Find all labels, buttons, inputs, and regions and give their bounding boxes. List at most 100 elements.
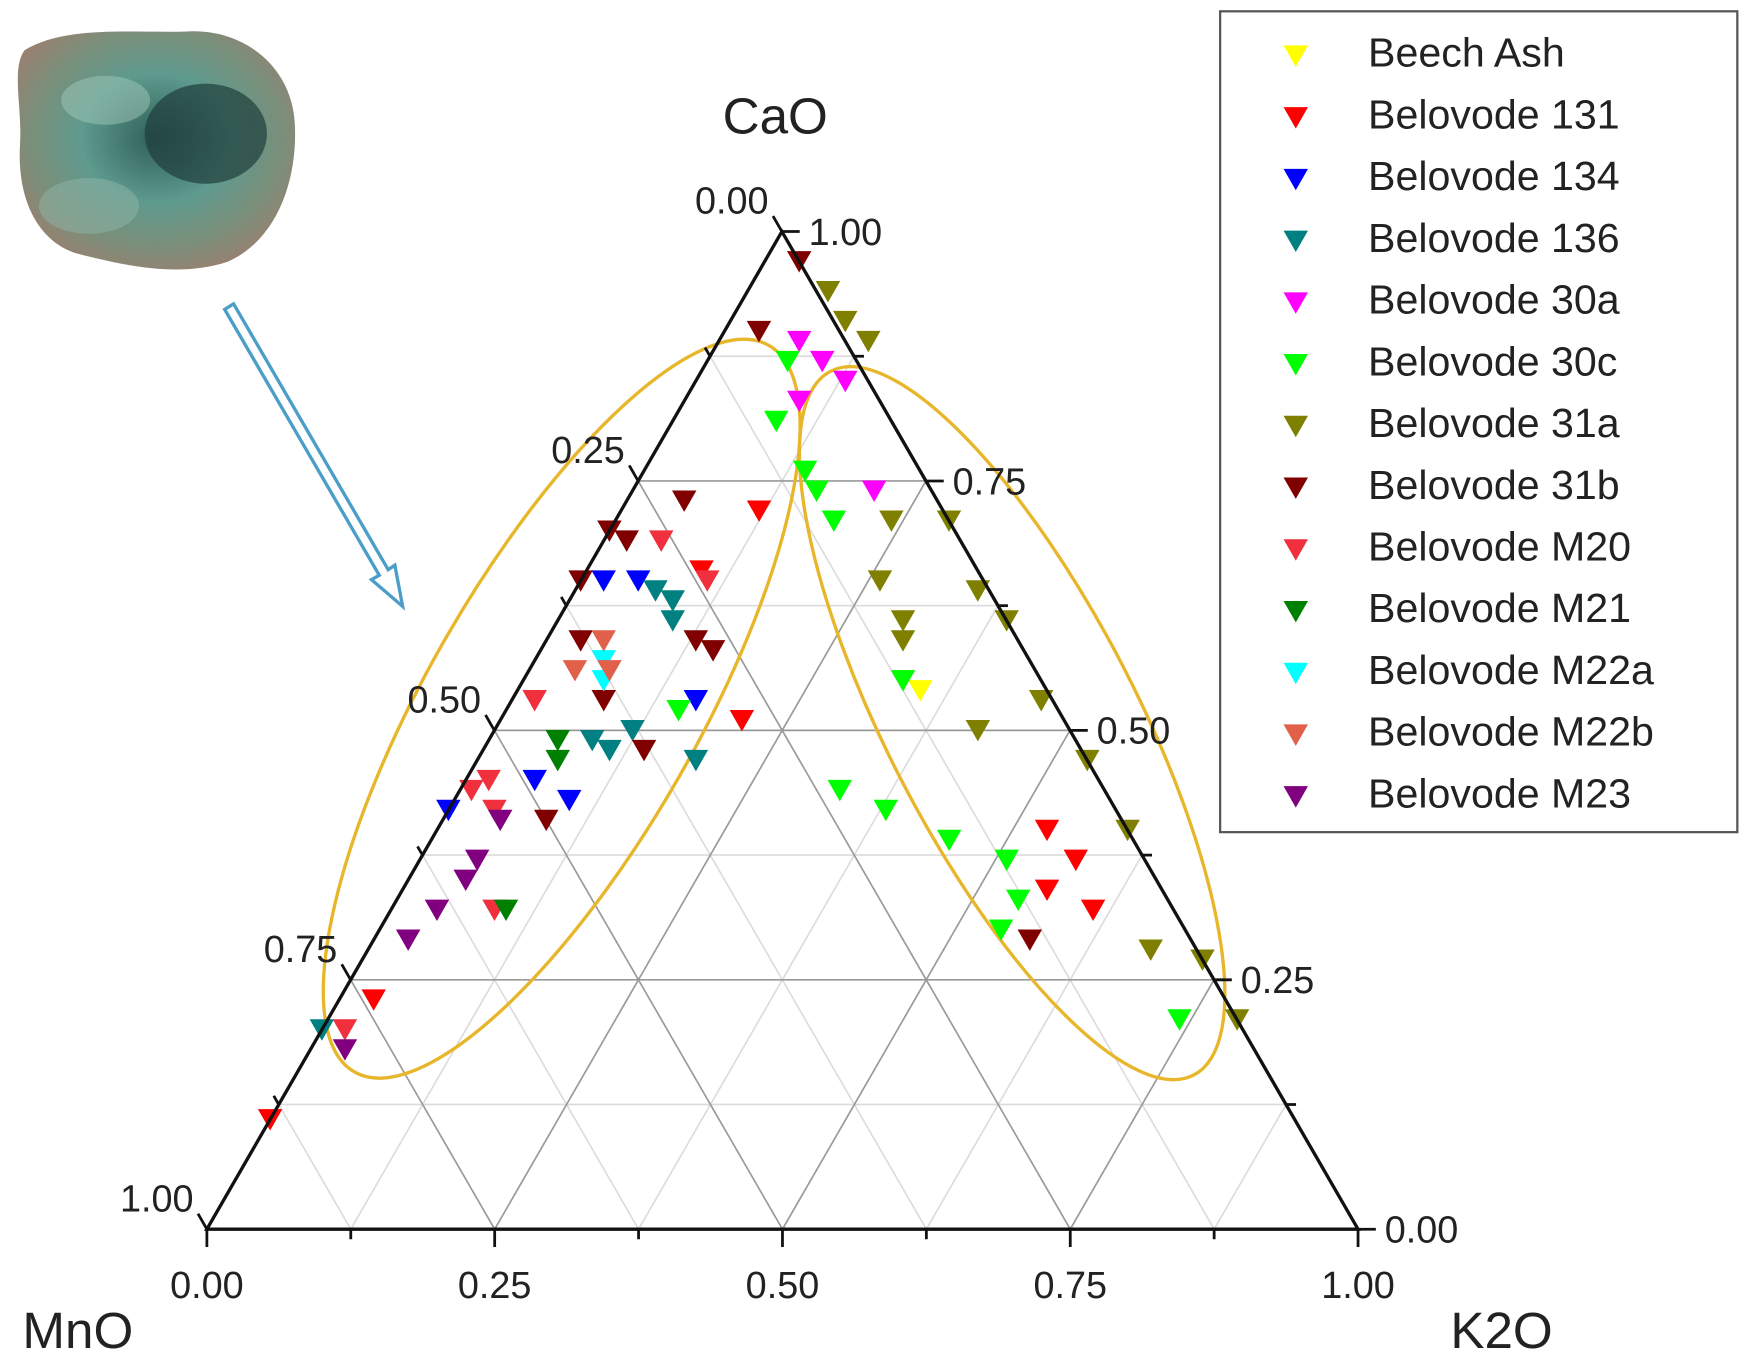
legend-box	[1219, 10, 1739, 834]
data-point	[568, 630, 593, 652]
legend-label: Belovode M22a	[1368, 647, 1654, 693]
data-point	[683, 690, 709, 712]
data-point	[890, 670, 916, 692]
tick-mark	[484, 714, 496, 732]
data-point	[792, 460, 818, 482]
data-point	[580, 729, 605, 752]
data-point	[827, 779, 853, 802]
data-point	[965, 580, 991, 602]
bottom-tick-label: 1.00	[1321, 1265, 1395, 1307]
data-point	[332, 1039, 358, 1061]
data-points	[257, 251, 1250, 1131]
data-point	[614, 530, 639, 552]
tick-mark	[560, 596, 568, 607]
data-point	[729, 710, 755, 732]
grid-line	[421, 854, 640, 1230]
legend-label: Belovode M21	[1368, 585, 1631, 631]
data-point	[1080, 899, 1106, 921]
left-tick-label: 0.25	[551, 430, 625, 472]
legend-marker	[1283, 168, 1308, 191]
legend: Beech Ash Belovode 131 Belovode 134 Belovod…	[1219, 10, 1739, 834]
data-point	[522, 769, 547, 792]
right-tick-label: 0.50	[1097, 711, 1171, 753]
legend-marker	[1283, 292, 1308, 314]
data-point	[591, 690, 616, 712]
right-tick-label: 1.00	[809, 212, 883, 254]
legend-marker	[1283, 786, 1308, 808]
grid-line	[1213, 1104, 1287, 1230]
data-point	[631, 739, 657, 762]
legend-marker	[1283, 230, 1308, 253]
legend-label: Belovode 31a	[1368, 400, 1620, 446]
data-point	[597, 739, 622, 762]
bottom-tick-label: 0.25	[458, 1265, 532, 1307]
data-point	[787, 390, 812, 413]
data-point	[821, 510, 847, 532]
legend-label: Belovode 31b	[1368, 462, 1620, 508]
data-point	[522, 690, 547, 712]
legend-label: Belovode 136	[1368, 215, 1620, 261]
data-point	[332, 1019, 358, 1041]
grid-line	[565, 605, 928, 1230]
data-point	[660, 610, 685, 632]
data-point	[1006, 889, 1031, 912]
legend-marker	[1283, 724, 1308, 746]
legend-label: Belovode M22b	[1368, 709, 1654, 755]
data-point	[453, 869, 478, 892]
data-point	[683, 749, 709, 772]
data-point	[620, 719, 645, 742]
grid-line	[493, 480, 927, 1230]
data-point	[1034, 819, 1060, 842]
data-point	[815, 281, 841, 303]
data-point	[557, 789, 582, 812]
data-point	[775, 350, 800, 373]
left-tick-label: 1.00	[120, 1178, 194, 1220]
legend-marker	[1283, 477, 1308, 499]
data-point	[873, 799, 899, 822]
legend-marker	[1283, 539, 1308, 561]
tick-mark	[196, 1213, 209, 1230]
bottom-tick-label: 0.50	[746, 1265, 820, 1307]
bottom-tick-label: 0.00	[170, 1265, 244, 1307]
legend-marker	[1283, 415, 1308, 438]
axes: 0.00 0.00 0.00 0.25 0.25 0.25 0.50 0.50 0.50 0.75…	[120, 181, 1458, 1307]
data-point	[787, 330, 812, 353]
legend-marker	[1283, 45, 1308, 67]
data-point	[833, 310, 858, 333]
data-point	[476, 769, 501, 792]
grid-line	[781, 729, 1071, 1230]
left-tick-label: 0.00	[695, 181, 769, 223]
grid-line	[278, 1104, 352, 1230]
grid-line	[709, 355, 1215, 1230]
legend-label: Belovode 131	[1368, 91, 1620, 137]
data-point	[890, 630, 916, 652]
data-point	[764, 410, 789, 433]
legend-marker	[1283, 600, 1308, 623]
bottom-tick-label: 0.75	[1033, 1265, 1107, 1307]
data-point	[671, 490, 697, 512]
data-point	[879, 510, 904, 532]
data-point	[908, 680, 933, 702]
legend-label: Belovode 134	[1368, 153, 1620, 199]
tick-mark	[628, 464, 640, 482]
right-tick-label: 0.75	[953, 461, 1027, 503]
data-point	[643, 580, 668, 602]
data-point	[833, 370, 858, 393]
corner-label-right: K2O	[1450, 1302, 1552, 1359]
legend-marker	[1283, 662, 1308, 685]
grid-line	[349, 979, 496, 1230]
arrow	[222, 301, 406, 611]
data-point	[591, 570, 616, 592]
data-point	[810, 350, 835, 373]
tick-mark	[703, 346, 712, 357]
data-point	[695, 570, 720, 592]
data-point	[994, 849, 1019, 872]
legend-label: Belovode M23	[1368, 770, 1631, 816]
grid-line	[350, 355, 855, 1230]
data-point	[545, 729, 570, 752]
left-tick-label: 0.50	[407, 680, 481, 722]
legend-label: Belovode M20	[1368, 524, 1631, 570]
mineral-photo	[17, 31, 296, 270]
